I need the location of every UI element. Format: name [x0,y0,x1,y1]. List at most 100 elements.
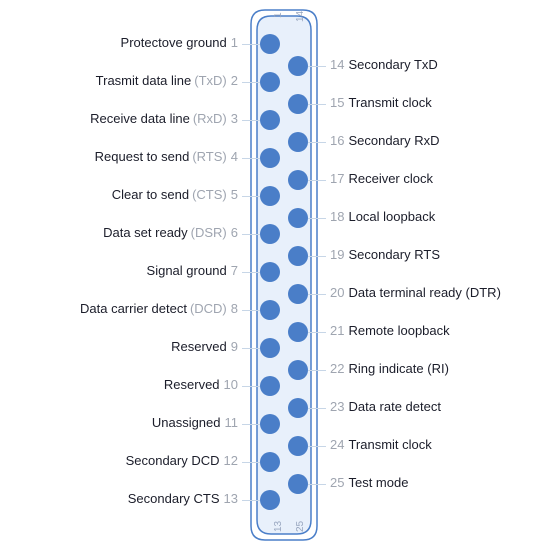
pin-number: 25 [330,475,344,490]
leader-line [308,484,326,485]
pin-label: Data set ready(DSR) 6 [103,225,238,240]
pin-label: Secondary CTS 13 [128,491,238,506]
leader-line [308,294,326,295]
pin-name: Secondary CTS [128,491,220,506]
pin-abbrev: (CTS) [192,187,227,202]
leader-line [308,332,326,333]
pin-label: 23Data rate detect [330,399,441,414]
pin-number: 16 [330,133,344,148]
pin-name: Secondary RxD [348,133,439,148]
pin [260,148,280,168]
pin [288,474,308,494]
pin-label: 21 Remote loopback [330,323,450,338]
pin-name: Clear to send [112,187,189,202]
pin-number: 1 [231,35,238,50]
pin [260,300,280,320]
pin [288,246,308,266]
pin-name: Transmit clock [348,95,431,110]
pin-number: 6 [231,225,238,240]
pin [260,72,280,92]
pin-range-label-top-left: 1 [273,12,284,18]
leader-line [242,500,260,501]
pin [288,398,308,418]
pin-label: Receive data line(RxD)3 [90,111,238,126]
pin-label: Secondary DCD12 [126,453,238,468]
pin-name: Data set ready [103,225,188,240]
db25-pinout-diagram: 1 14 13 25 Protectove ground1Trasmit dat… [0,0,555,553]
leader-line [308,370,326,371]
pin-number: 21 [330,323,344,338]
pin-name: Remote loopback [348,323,449,338]
pin-label: 16 Secondary RxD [330,133,440,148]
leader-line [242,120,260,121]
leader-line [242,272,260,273]
pin-name: Test mode [348,475,408,490]
pin-name: Reserved [171,339,227,354]
pin-label: Clear to send(CTS) 5 [112,187,238,202]
pin [288,360,308,380]
pin [260,224,280,244]
pin-label: Unassigned11 [152,415,238,430]
pin-label: 17 Receiver clock [330,171,433,186]
pin-label: Protectove ground1 [121,35,238,50]
leader-line [308,66,326,67]
leader-line [242,44,260,45]
pin [260,452,280,472]
pin [260,414,280,434]
pin-number: 5 [231,187,238,202]
pin-range-label-bottom-left: 13 [273,521,284,532]
pin-name: Trasmit data line [96,73,192,88]
pin-label: 15 Transmit clock [330,95,432,110]
pin [288,284,308,304]
pin [260,262,280,282]
leader-line [308,218,326,219]
pin-name: Receiver clock [348,171,433,186]
pin-name: Secondary TxD [348,57,437,72]
leader-line [242,196,260,197]
pin-number: 12 [224,453,238,468]
pin [288,132,308,152]
pin-name: Receive data line [90,111,190,126]
pin [288,170,308,190]
pin-range-label-top-right: 14 [295,11,306,22]
pin-name: Ring indicate (RI) [348,361,448,376]
pin-number: 2 [231,73,238,88]
pin-name: Local loopback [348,209,435,224]
leader-line [242,386,260,387]
leader-line [242,348,260,349]
pin-number: 24 [330,437,344,452]
pin-number: 13 [224,491,238,506]
pin-abbrev: (TxD) [194,73,227,88]
pin-number: 20 [330,285,344,300]
leader-line [308,256,326,257]
pin-abbrev: (RTS) [192,149,226,164]
leader-line [308,408,326,409]
pin-number: 17 [330,171,344,186]
pin-name: Request to send [95,149,190,164]
pin-number: 10 [224,377,238,392]
pin [260,186,280,206]
pin-number: 8 [231,301,238,316]
pin-name: Data terminal ready (DTR) [348,285,500,300]
leader-line [308,180,326,181]
pin [260,490,280,510]
pin-name: Unassigned [152,415,221,430]
pin [260,376,280,396]
leader-line [242,158,260,159]
pin [288,56,308,76]
leader-line [242,424,260,425]
pin-label: 22Ring indicate (RI) [330,361,449,376]
pin-label: Data carrier detect(DCD)8 [80,301,238,316]
pin-abbrev: (RxD) [193,111,227,126]
pin-label: 24 Transmit clock [330,437,432,452]
pin-range-label-bottom-right: 25 [295,521,306,532]
pin-name: Transmit clock [348,437,431,452]
pin-number: 15 [330,95,344,110]
pin-label: Reserved 10 [164,377,238,392]
pin [288,208,308,228]
pin-name: Data carrier detect [80,301,187,316]
pin-name: Reserved [164,377,220,392]
pin-abbrev: (DSR) [191,225,227,240]
pin-number: 4 [231,149,238,164]
pin-label: 14Secondary TxD [330,57,438,72]
